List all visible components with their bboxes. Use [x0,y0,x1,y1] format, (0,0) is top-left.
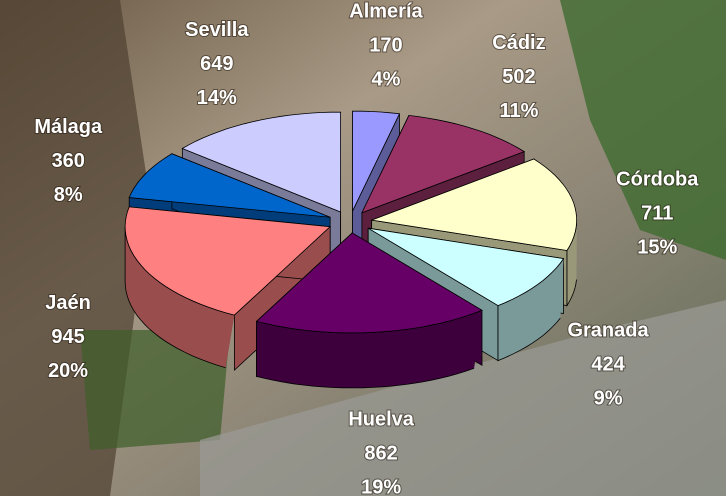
percent-label: 9% [594,388,623,410]
slice-label: Cádiz [492,32,545,54]
slice-label: Córdoba [616,169,699,191]
slice-label: Granada [567,320,649,342]
slice-label: Málaga [34,116,103,138]
percent-label: 20% [48,360,88,382]
slice-label: Huelva [348,408,414,430]
percent-label: 8% [54,184,83,206]
value-label: 360 [52,150,85,172]
percent-label: 4% [372,69,401,91]
value-label: 502 [502,66,535,88]
percent-label: 14% [197,87,237,109]
slice-label: Sevilla [185,19,249,41]
percent-label: 19% [361,476,401,496]
value-label: 862 [364,442,397,464]
slice-label: Jaén [45,292,91,314]
value-label: 711 [641,203,673,225]
slice-label: Almería [349,1,423,23]
value-label: 424 [591,354,625,376]
value-label: 170 [369,35,402,57]
percent-label: 15% [637,237,677,259]
percent-label: 11% [499,100,538,122]
chart: Almería 170 4% Cádiz 502 11% Córdoba 711 15% Gran… [0,0,726,496]
value-label: 945 [51,326,84,348]
value-label: 649 [200,53,233,75]
